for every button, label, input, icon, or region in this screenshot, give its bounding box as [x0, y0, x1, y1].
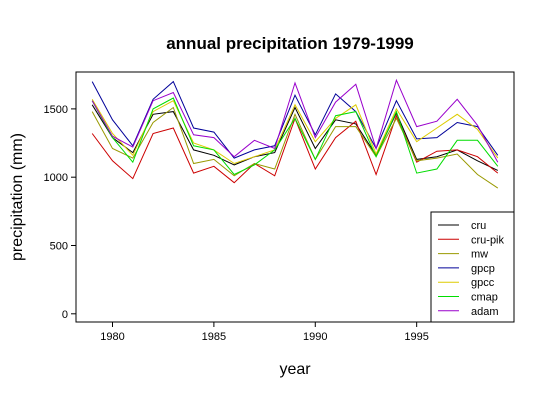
legend-box	[430, 211, 515, 323]
x-tick-label: 1995	[404, 331, 428, 343]
chart-title: annual precipitation 1979-1999	[166, 34, 414, 53]
x-tick-label: 1990	[303, 331, 327, 343]
series-line-cru	[91, 104, 499, 171]
y-tick-label: 1500	[44, 104, 68, 116]
y-tick-label: 500	[50, 240, 68, 252]
legend-label-cru: cru	[471, 220, 486, 232]
plot-frame	[75, 71, 515, 323]
legend-label-adam: adam	[471, 306, 499, 318]
y-tick-label: 0	[62, 309, 68, 321]
series-line-cmap	[91, 97, 499, 176]
legend-label-gpcp: gpcp	[471, 263, 495, 275]
x-axis-label: year	[279, 361, 311, 378]
legend-label-mw: mw	[471, 249, 488, 261]
legend-label-gpcc: gpcc	[471, 277, 495, 289]
x-tick-label: 1985	[202, 331, 226, 343]
series-line-mw	[91, 106, 499, 189]
x-axis: 1980 1985 1990 1995	[100, 322, 429, 343]
series-line-cru-pik	[91, 114, 499, 184]
series-line-gpcp	[91, 80, 499, 159]
series-line-gpcc	[91, 99, 499, 165]
series-line-adam	[91, 78, 499, 163]
series-lines	[91, 78, 499, 189]
y-axis: 0 500 1000 1500	[44, 104, 76, 321]
y-axis-label: precipitation (mm)	[9, 133, 26, 261]
legend: cru cru-pik mw gpcp gpcc cmap adam	[430, 211, 515, 323]
x-tick-label: 1980	[100, 331, 124, 343]
legend-label-cru-pik: cru-pik	[471, 234, 505, 246]
y-tick-label: 1000	[44, 172, 68, 184]
legend-label-cmap: cmap	[471, 292, 498, 304]
